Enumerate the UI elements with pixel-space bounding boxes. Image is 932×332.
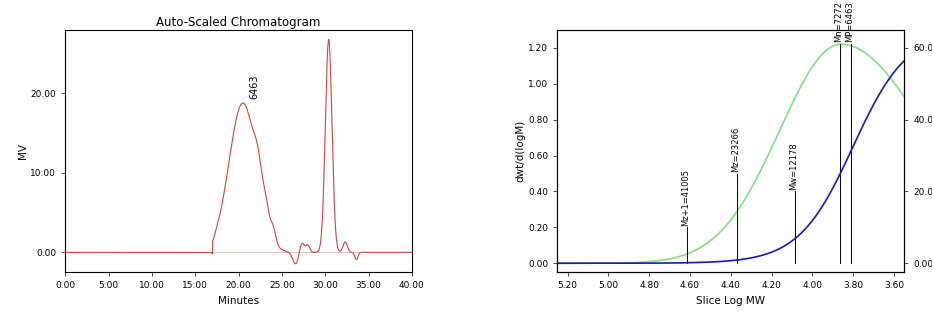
Y-axis label: MV: MV	[18, 143, 28, 159]
Text: Mn=7272: Mn=7272	[834, 2, 843, 42]
Text: 6463: 6463	[249, 74, 259, 99]
Text: MP=6463: MP=6463	[845, 2, 854, 42]
Y-axis label: dwt/d(logM): dwt/d(logM)	[515, 120, 526, 182]
Text: Mw=12178: Mw=12178	[788, 142, 798, 190]
Text: Mz=23266: Mz=23266	[732, 126, 741, 172]
X-axis label: Slice Log MW: Slice Log MW	[696, 296, 765, 306]
X-axis label: Minutes: Minutes	[218, 296, 259, 306]
Text: Mz+1=41005: Mz+1=41005	[681, 169, 691, 225]
Title: Auto-Scaled Chromatogram: Auto-Scaled Chromatogram	[157, 16, 321, 29]
